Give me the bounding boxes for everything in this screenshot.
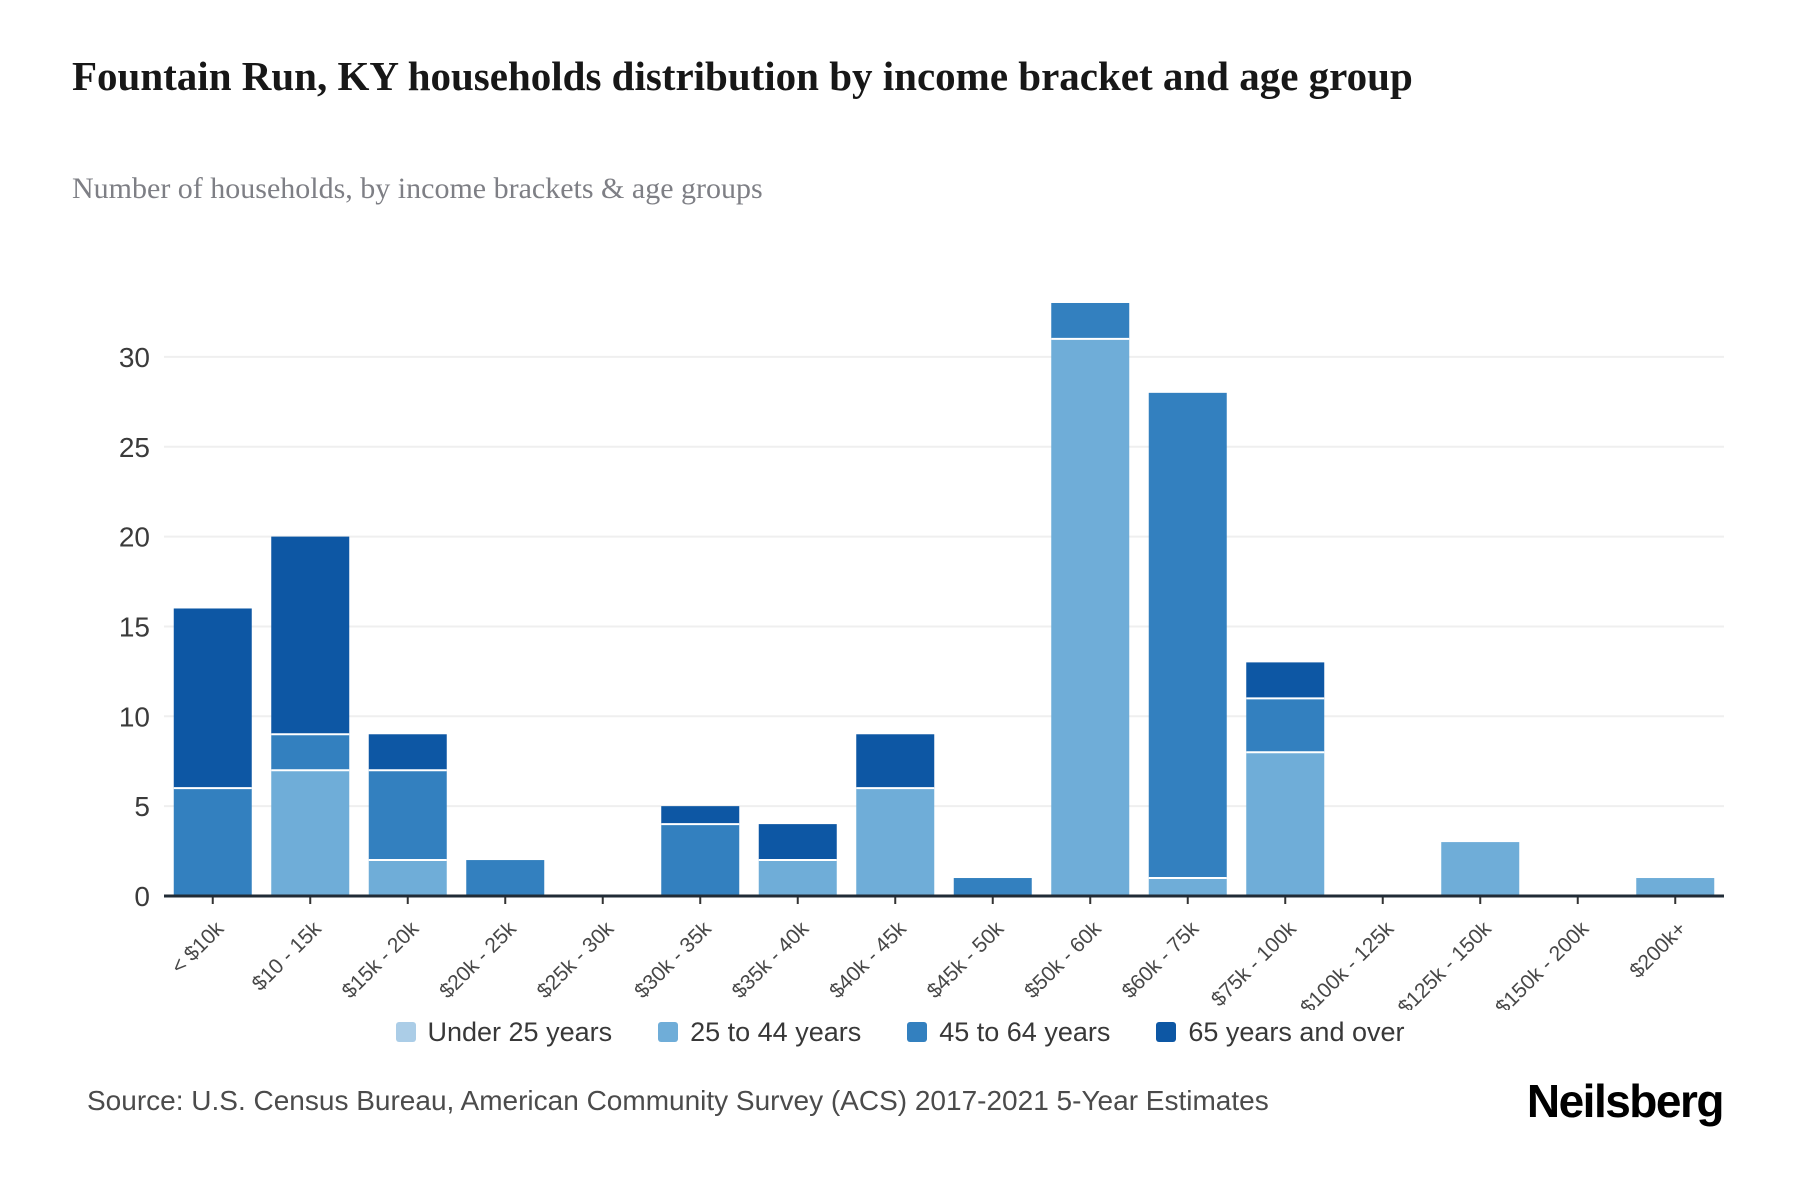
bar-segment[interactable] xyxy=(271,536,350,735)
bar-segment[interactable] xyxy=(953,878,1032,896)
legend-swatch xyxy=(395,1022,416,1042)
y-axis-tick-label: 0 xyxy=(134,881,150,912)
bar-segment[interactable] xyxy=(368,734,447,771)
footer: Source: U.S. Census Bureau, American Com… xyxy=(87,1066,1725,1136)
x-axis-tick-label: $20k - 25k xyxy=(435,917,521,1003)
neilsberg-logo: Neilsberg xyxy=(1526,1075,1725,1127)
legend-label: 25 to 44 years xyxy=(690,1016,862,1047)
bar-segment[interactable] xyxy=(661,824,740,896)
x-axis-tick-label: $30k - 35k xyxy=(630,917,716,1003)
bar-segment[interactable] xyxy=(1051,338,1130,896)
legend-label: Under 25 years xyxy=(427,1016,613,1047)
legend-swatch xyxy=(907,1022,928,1042)
x-axis-tick-label: $150k - 200k xyxy=(1491,917,1593,1010)
x-axis-tick-label: $10 - 15k xyxy=(248,917,327,996)
bar-segment[interactable] xyxy=(1636,878,1715,896)
y-axis-tick-label: 25 xyxy=(119,432,150,463)
legend-label: 65 years and over xyxy=(1188,1016,1405,1047)
chart-subtitle: Number of households, by income brackets… xyxy=(72,172,763,205)
chart-title: Fountain Run, KY households distribution… xyxy=(72,53,1413,99)
legend-item-65-years-and-over[interactable]: 65 years and over xyxy=(1156,1016,1405,1048)
bar-segment[interactable] xyxy=(1246,662,1325,699)
source-note: Source: U.S. Census Bureau, American Com… xyxy=(87,1085,1269,1116)
legend-item-45-to-64-years[interactable]: 45 to 64 years xyxy=(907,1017,1110,1048)
bar-segment[interactable] xyxy=(856,788,935,896)
bar-segment[interactable] xyxy=(368,860,447,896)
y-axis-tick-label: 10 xyxy=(119,701,150,732)
legend-swatch xyxy=(1156,1022,1177,1042)
bar-segment[interactable] xyxy=(856,734,935,789)
bar-segment[interactable] xyxy=(758,824,837,861)
x-axis-tick-label: < $10k xyxy=(167,917,229,979)
y-axis-tick-label: 5 xyxy=(134,791,150,822)
x-axis-tick-label: $60k - 75k xyxy=(1118,917,1204,1003)
legend-label: 45 to 64 years xyxy=(939,1016,1111,1047)
x-axis-tick-label: $50k - 60k xyxy=(1020,917,1106,1003)
bar-segment[interactable] xyxy=(758,860,837,896)
bar-segment[interactable] xyxy=(1051,302,1130,339)
bar-segment[interactable] xyxy=(368,770,447,861)
bar-segment[interactable] xyxy=(173,788,252,896)
legend-swatch xyxy=(658,1022,679,1042)
bar-segment[interactable] xyxy=(271,770,350,896)
bar-segment[interactable] xyxy=(271,734,350,771)
bar-segment[interactable] xyxy=(173,608,252,789)
legend-item-under-25-years[interactable]: Under 25 years xyxy=(395,1016,613,1048)
x-axis-tick-label: $200k+ xyxy=(1625,917,1690,982)
x-axis-tick-label: $40k - 45k xyxy=(825,917,911,1003)
bar-segment[interactable] xyxy=(1246,752,1325,896)
legend-item-25-to-44-years[interactable]: 25 to 44 years xyxy=(658,1017,861,1048)
y-axis-tick-label: 30 xyxy=(119,342,150,373)
x-axis-tick-label: $125k - 150k xyxy=(1394,917,1496,1010)
bar-segment[interactable] xyxy=(1148,878,1227,896)
bar-segment[interactable] xyxy=(466,860,545,896)
x-axis-tick-label: $15k - 20k xyxy=(338,917,424,1003)
y-axis-tick-label: 20 xyxy=(119,522,150,553)
bar-segment[interactable] xyxy=(1246,698,1325,753)
bar-segment[interactable] xyxy=(1148,392,1227,879)
x-axis-tick-label: $45k - 50k xyxy=(923,917,1009,1003)
x-axis-tick-label: $75k - 100k xyxy=(1207,917,1301,1010)
bar-segment[interactable] xyxy=(661,806,740,825)
x-axis-tick-label: $35k - 40k xyxy=(728,917,814,1003)
y-axis-tick-label: 15 xyxy=(119,611,150,642)
x-axis-tick-label: $100k - 125k xyxy=(1296,917,1398,1010)
chart-legend: Under 25 years 25 to 44 years 45 to 64 yea… xyxy=(0,1010,1800,1054)
bar-segment[interactable] xyxy=(1441,842,1520,896)
x-axis-tick-label: $25k - 30k xyxy=(533,917,619,1003)
